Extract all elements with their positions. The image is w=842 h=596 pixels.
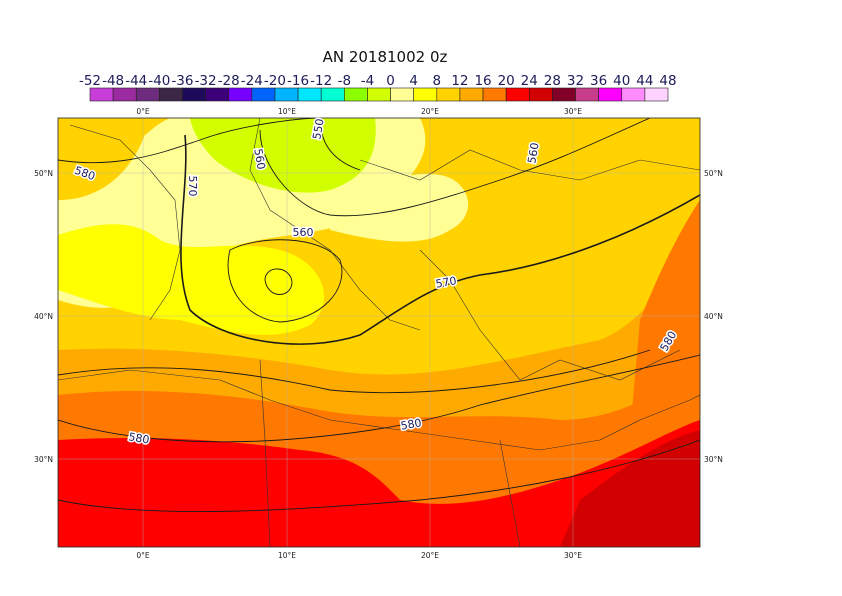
colorbar-label: 0 bbox=[386, 73, 395, 89]
map-field bbox=[58, 118, 700, 547]
colorbar-box bbox=[112, 87, 137, 102]
colorbar-label: -44 bbox=[125, 73, 147, 89]
colorbar-label: -36 bbox=[171, 73, 193, 89]
colorbar-box bbox=[320, 87, 345, 102]
colorbar-label: -28 bbox=[218, 73, 240, 89]
lon-label: 20°E bbox=[421, 107, 439, 116]
colorbar-box bbox=[459, 87, 484, 102]
colorbar-label: -52 bbox=[79, 73, 101, 89]
colorbar-box bbox=[228, 87, 253, 102]
colorbar-label: 48 bbox=[659, 73, 676, 89]
colorbar-box bbox=[575, 87, 599, 102]
lon-label: 10°E bbox=[278, 107, 296, 116]
colorbar-box bbox=[413, 87, 438, 102]
colorbar-box bbox=[390, 87, 414, 102]
colorbar-label: 24 bbox=[521, 73, 538, 89]
lon-label: 30°E bbox=[564, 107, 582, 116]
colorbar-box bbox=[297, 87, 322, 102]
colorbar-box bbox=[598, 87, 623, 102]
contour-label: 560 bbox=[251, 148, 267, 171]
lat-label: 50°N bbox=[704, 169, 723, 178]
colorbar-box bbox=[89, 87, 114, 102]
colorbar-label: -12 bbox=[310, 73, 332, 89]
colorbar-label: 40 bbox=[613, 73, 630, 89]
colorbar-label: -8 bbox=[338, 73, 351, 89]
colorbar-label: 4 bbox=[409, 73, 418, 89]
colorbar-label: 8 bbox=[433, 73, 442, 89]
colorbar-box bbox=[621, 87, 646, 102]
colorbar-box bbox=[552, 87, 576, 102]
lat-label: 30°N bbox=[704, 455, 723, 464]
colorbar-box bbox=[367, 87, 391, 102]
contour-label: 580 bbox=[127, 430, 150, 446]
colorbar-box bbox=[182, 87, 206, 102]
borders bbox=[58, 118, 700, 547]
lon-label: 10°E bbox=[278, 551, 296, 560]
colorbar-box bbox=[436, 87, 461, 102]
contour-label: 560 bbox=[525, 142, 541, 165]
colorbar-label: 28 bbox=[544, 73, 561, 89]
colorbar-box bbox=[274, 87, 299, 102]
colorbar-label: -40 bbox=[148, 73, 170, 89]
lon-label: 0°E bbox=[136, 551, 150, 560]
colorbar-label: 16 bbox=[474, 73, 491, 89]
lon-label: 30°E bbox=[564, 551, 582, 560]
colorbar-label: 36 bbox=[590, 73, 607, 89]
colorbar-label: 12 bbox=[451, 73, 468, 89]
colorbar-label: 32 bbox=[567, 73, 584, 89]
colorbar-box bbox=[135, 87, 160, 102]
colorbar-box bbox=[528, 87, 553, 102]
colorbar-label: -16 bbox=[287, 73, 309, 89]
colorbar-label: -24 bbox=[241, 73, 263, 89]
map-frame bbox=[57, 117, 701, 548]
colorbar-label: -4 bbox=[361, 73, 374, 89]
contour-label: 570 bbox=[435, 274, 458, 290]
colorbar-box bbox=[159, 87, 183, 102]
contours bbox=[58, 118, 700, 512]
colorbar-label: 44 bbox=[636, 73, 653, 89]
colorbar-box bbox=[344, 87, 368, 102]
colorbar-label: -48 bbox=[102, 73, 124, 89]
colorbar-box bbox=[482, 87, 507, 102]
contour-label: 570 bbox=[186, 176, 199, 197]
colorbar-label: 20 bbox=[498, 73, 515, 89]
colorbar-box bbox=[205, 87, 230, 102]
colorbar-label: -32 bbox=[195, 73, 217, 89]
colorbar-label: -20 bbox=[264, 73, 286, 89]
lat-label: 40°N bbox=[704, 312, 723, 321]
contour-label: 550 bbox=[310, 118, 326, 141]
title: AN 20181002 0z bbox=[323, 48, 448, 66]
contour-label: 580 bbox=[400, 416, 423, 432]
lon-label: 0°E bbox=[136, 107, 150, 116]
lat-label: 50°N bbox=[34, 169, 53, 178]
colorbar-box bbox=[251, 87, 276, 102]
contour-label: 560 bbox=[293, 226, 314, 239]
lat-label: 40°N bbox=[34, 312, 53, 321]
colorbar-box bbox=[505, 87, 530, 102]
lat-label: 30°N bbox=[34, 455, 53, 464]
lon-label: 20°E bbox=[421, 551, 439, 560]
colorbar-box bbox=[644, 87, 669, 102]
